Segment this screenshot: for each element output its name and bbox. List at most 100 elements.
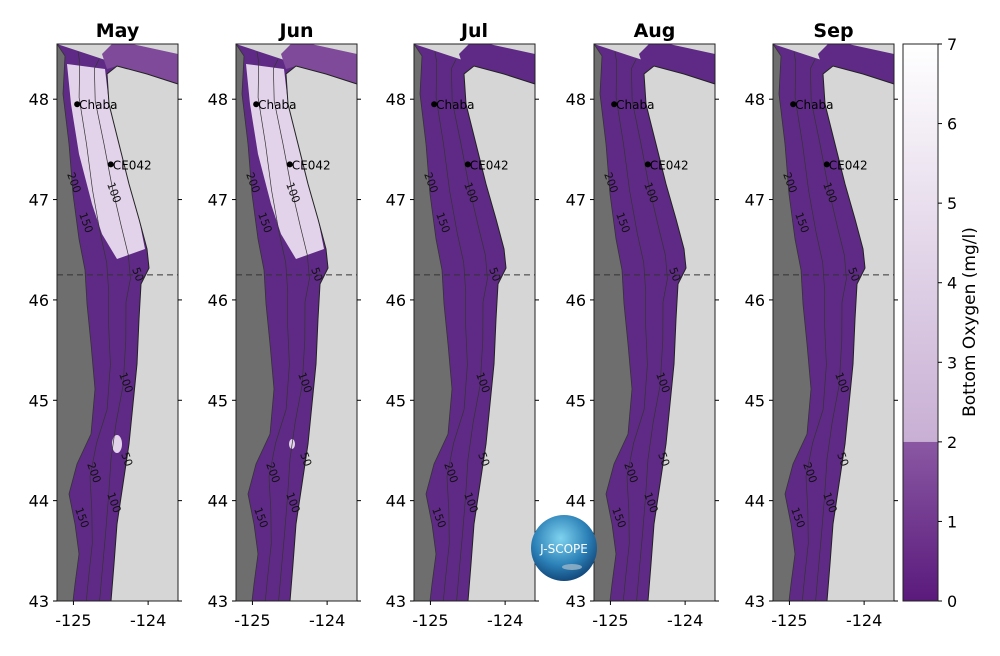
axes-frame [413,43,536,602]
contour-label: 50 [655,451,672,469]
colorbar-tick-label: 4 [947,274,957,293]
y-tick-label: 48 [745,90,765,109]
coastline [643,65,716,602]
station-label: CE042 [292,158,331,172]
y-tick-label: 47 [29,191,49,210]
colorbar-tick-label: 3 [947,353,957,372]
y-tick-label: 43 [386,592,406,611]
y-tick-label: 43 [745,592,765,611]
shelf-bottom-oxygen [594,44,715,601]
y-tick-label: 45 [745,391,765,410]
colorbar-tick-label: 7 [947,35,957,54]
station-marker [644,161,651,168]
colorbar-tick-label: 6 [947,115,957,134]
y-tick-label: 47 [745,191,765,210]
y-tick-label: 46 [566,291,586,310]
x-tick-label: -124 [487,611,523,630]
y-tick-label: 44 [745,492,765,511]
strait-bottom-oxygen [459,44,535,84]
j-scope-logo: J-SCOPE [531,515,597,581]
station-marker [790,101,797,108]
colorbar-label: Bottom Oxygen (mg/l) [960,227,980,417]
depth-contour-200 [593,43,633,602]
x-tick-label: -125 [55,611,91,630]
station-label: CE042 [650,158,689,172]
y-tick-label: 43 [29,592,49,611]
y-tick-label: 45 [386,391,406,410]
y-tick-label: 48 [208,90,228,109]
colorbar-tick-label: 5 [947,194,957,213]
fish-icon [562,564,582,570]
y-tick-label: 48 [29,90,49,109]
colorbar: 0 1 2 3 4 5 6 7 Bottom Oxygen (mg/l) [902,35,980,611]
colorbar-frame [902,43,939,602]
y-tick-label: 45 [566,391,586,410]
panel-title: Aug [634,20,676,42]
y-tick-label: 45 [29,391,49,410]
y-tick-label: 48 [386,90,406,109]
map-panel-jun: 2002001501501001005050100ChabaCE042Jun43… [208,20,361,630]
y-tick-label: 48 [566,90,586,109]
panel-title: May [96,20,140,42]
colorbar-tick-label: 1 [947,512,957,531]
y-tick-label: 46 [386,291,406,310]
y-tick-label: 46 [29,291,49,310]
map-panel-may: 2002001501501001005050100ChabaCE042May43… [29,20,182,630]
deep-ocean [594,44,632,601]
coastline [822,65,895,602]
y-tick-label: 47 [208,191,228,210]
depth-contour [434,51,468,602]
station-marker [611,101,618,108]
strait-bottom-oxygen [818,44,894,84]
x-tick-label: -125 [771,611,807,630]
map-panel-aug: 2002001501501001005050100ChabaCE042Aug43… [566,20,719,630]
contour-label: 50 [475,451,492,469]
strait-bottom-oxygen [639,44,715,84]
station-marker [823,161,830,168]
x-tick-label: -125 [234,611,270,630]
coastline [463,65,536,602]
depth-contour [256,51,290,602]
deep-ocean [773,44,811,601]
station-marker [286,161,293,168]
axes-frame [593,43,716,602]
axes-frame [56,43,179,602]
oxygenated-region [246,64,324,259]
strait-bottom-oxygen [102,44,178,84]
logo-text: J-SCOPE [539,542,588,556]
depth-contour [273,59,310,602]
deep-ocean [57,44,95,601]
y-tick-label: 44 [29,492,49,511]
y-tick-label: 47 [566,191,586,210]
deep-ocean [236,44,274,601]
depth-contour-200 [56,43,96,602]
x-tick-label: -125 [412,611,448,630]
panel-title: Sep [813,20,853,42]
depth-contour [793,51,827,602]
station-label: CE042 [113,158,152,172]
colorbar-tick-label: 0 [947,592,957,611]
y-tick-label: 44 [386,492,406,511]
colorbar-tick-label: 2 [947,433,957,452]
depth-contour [810,59,847,602]
station-label: Chaba [616,98,654,112]
panel-title: Jun [277,20,313,42]
station-marker [107,161,114,168]
x-tick-label: -124 [309,611,345,630]
oxygenated-region [67,64,145,259]
station-label: CE042 [470,158,509,172]
y-tick-label: 43 [208,592,228,611]
shelf-bottom-oxygen [414,44,535,601]
station-marker [464,161,471,168]
map-panel-jul: 2002001501501001005050100ChabaCE042Jul43… [386,20,539,630]
station-marker [253,101,260,108]
shelf-bottom-oxygen [773,44,894,601]
y-tick-label: 43 [566,592,586,611]
depth-contour-200 [772,43,812,602]
depth-contour [451,59,488,602]
logo-circle [531,515,597,581]
station-label: CE042 [829,158,868,172]
station-label: Chaba [436,98,474,112]
station-marker [431,101,438,108]
